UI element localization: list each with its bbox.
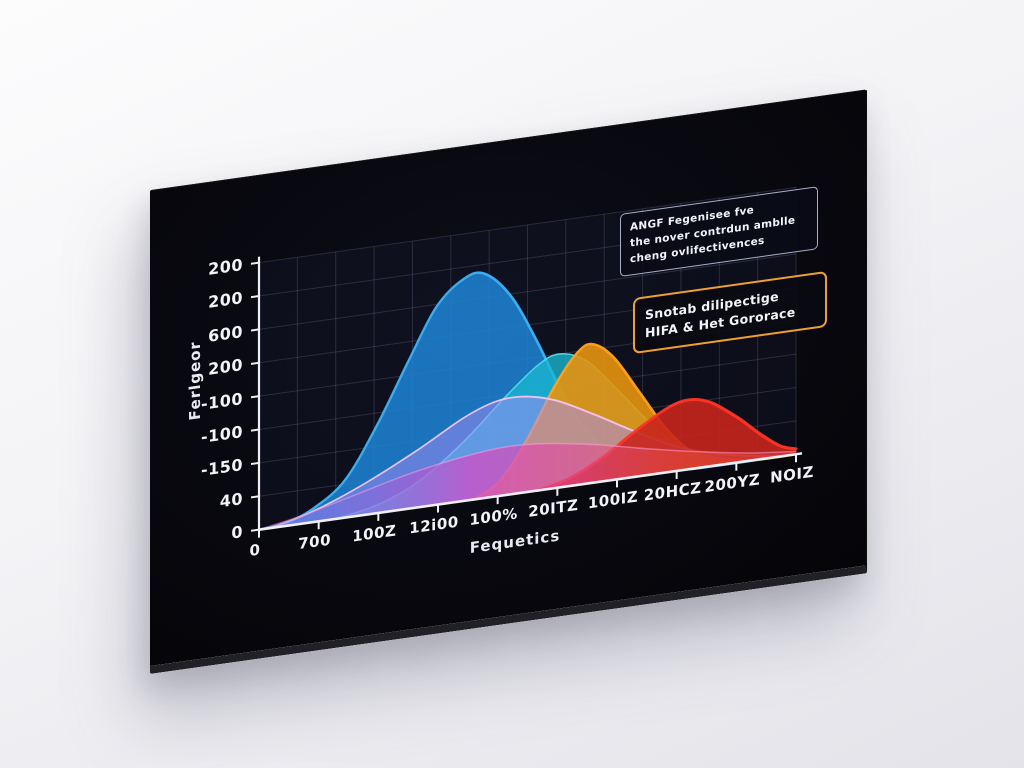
- grid-line-horizontal: [259, 253, 796, 330]
- y-tick-mark: [251, 495, 259, 499]
- y-tick-mark: [251, 328, 259, 332]
- y-tick-mark: [251, 361, 259, 365]
- magenta-band-fill: [259, 443, 796, 530]
- y-tick-mark: [251, 395, 259, 399]
- y-tick-mark: [251, 428, 259, 432]
- y-axis-title: Ferlgeor: [186, 339, 204, 422]
- grid-line-horizontal: [259, 186, 796, 264]
- plot-canvas: [251, 186, 802, 538]
- y-tick-label: 200: [208, 288, 243, 313]
- y-tick-mark: [251, 261, 259, 265]
- y-tick-label: 40: [219, 488, 243, 511]
- y-tick-mark: [251, 528, 259, 532]
- magenta-band-line: [258, 442, 797, 531]
- y-tick-label: -150: [200, 455, 243, 481]
- display-panel: 200 200 600 200 -100 -100 -150 40 0 0 700 100Z 12i0…: [150, 89, 867, 674]
- y-tick-label: 200: [208, 254, 243, 279]
- y-tick-mark: [251, 295, 259, 299]
- y-tick-mark: [251, 461, 259, 466]
- chart-area: 200 200 600 200 -100 -100 -150 40 0 0 700 100Z 12i0…: [186, 186, 827, 560]
- x-axis: [259, 452, 802, 531]
